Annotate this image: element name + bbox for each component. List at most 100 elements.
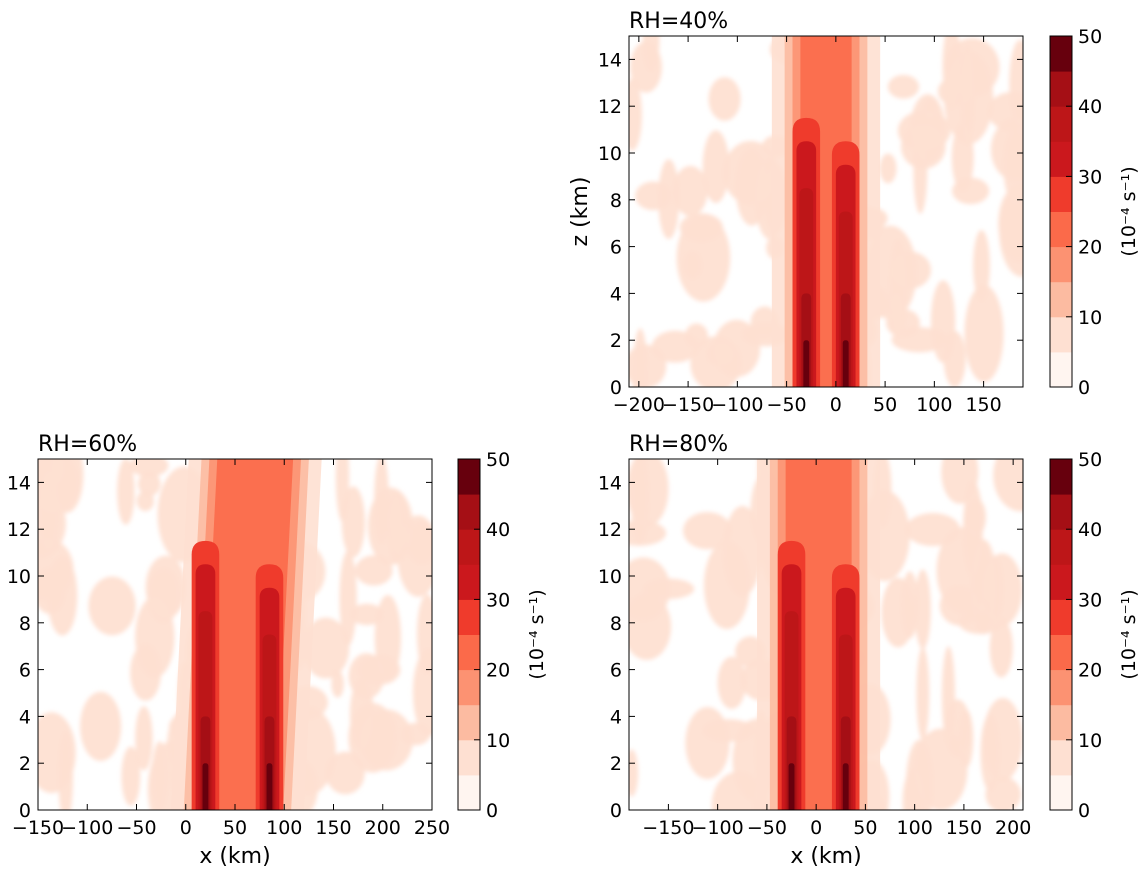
contour-patch <box>349 678 374 751</box>
contour-patch <box>941 459 979 504</box>
y-tick-label: 0 <box>610 377 622 399</box>
contour-patch <box>676 214 731 302</box>
y-tick-label: 6 <box>19 660 31 682</box>
contour-patch <box>629 459 669 527</box>
colorbar-band <box>1050 246 1072 283</box>
contour-patch <box>658 159 680 240</box>
x-tick-label: 0 <box>180 817 192 839</box>
colorbar-band <box>1050 739 1072 776</box>
contour-patch <box>630 41 663 93</box>
contour-patch <box>936 527 992 614</box>
x-tick-label: −100 <box>692 817 744 839</box>
contour-level-45 <box>788 763 795 810</box>
y-tick-label: 10 <box>598 566 622 588</box>
contour-level-45 <box>266 763 273 810</box>
colorbar-tick-label: 10 <box>1078 730 1102 752</box>
y-tick-label: 6 <box>610 237 622 259</box>
panel-title: RH=80% <box>629 432 728 457</box>
colorbar-tick-label: 0 <box>1078 377 1090 399</box>
y-tick-label: 2 <box>19 753 31 775</box>
envelope <box>771 36 881 387</box>
contour-patch <box>121 746 141 806</box>
contour-patch <box>331 670 344 698</box>
contour-patch <box>905 739 934 810</box>
colorbar-tick-label: 10 <box>486 730 510 752</box>
contour-patch <box>943 51 994 145</box>
contour-patch <box>136 490 155 512</box>
ticks: −150−100 −50 0 50 100 150 200 0 2 4 6 8 10 12 14 <box>598 459 1031 839</box>
colorbar-band <box>1050 281 1072 318</box>
colorbar-label: (10⁻⁴ s⁻¹) <box>1118 589 1140 679</box>
colorbar-band <box>458 704 480 741</box>
colorbar-band <box>1050 71 1072 107</box>
y-tick-label: 8 <box>610 613 622 635</box>
y-tick-label: 12 <box>598 519 622 541</box>
y-tick-label: 0 <box>610 800 622 822</box>
contour-patch <box>47 555 78 636</box>
panel-3: −150−100 −50 0 50 100 150 20002468101214RH=80%… <box>598 432 1140 869</box>
envelope <box>757 459 881 810</box>
x-tick-label: 50 <box>873 394 897 416</box>
colorbar-band <box>1050 106 1072 142</box>
contour-patch <box>685 706 730 780</box>
colorbar-tick-label: 30 <box>1078 166 1102 188</box>
colorbar-band <box>1050 529 1072 565</box>
x-tick-label: 200 <box>995 817 1031 839</box>
colorbar-band <box>458 564 480 600</box>
colorbar-band <box>1050 36 1072 72</box>
contour-patch <box>38 712 76 794</box>
colorbar-tick-label: 50 <box>486 449 510 471</box>
colorbar-label: (10⁻⁴ s⁻¹) <box>1118 166 1140 256</box>
contour-patch <box>916 646 930 741</box>
contour-patch <box>945 699 971 757</box>
y-tick-label: 14 <box>7 472 31 494</box>
contour-patch <box>325 751 365 795</box>
colorbar-tick-label: 20 <box>1078 237 1102 259</box>
x-tick-label: −100 <box>711 394 763 416</box>
contour-patch <box>989 618 1013 678</box>
contour-patch <box>913 125 928 214</box>
x-tick-label: −150 <box>12 817 64 839</box>
colorbar-tick-label: 0 <box>486 800 498 822</box>
x-axis-label: x (km) <box>199 844 270 869</box>
colorbar-tick-label: 30 <box>1078 589 1102 611</box>
contour-patch <box>951 123 974 192</box>
contour-level-45 <box>842 340 849 387</box>
colorbar-band <box>1050 316 1072 353</box>
colorbar-tick-label: 50 <box>1078 449 1102 471</box>
colorbar-frame <box>457 458 481 811</box>
contour-patch <box>629 520 667 546</box>
y-tick-label: 8 <box>610 190 622 212</box>
contour-patch <box>914 569 931 649</box>
colorbar: 0 10 20 30 40 50 (10⁻⁴ s⁻¹) <box>457 449 548 822</box>
y-tick-label: 10 <box>7 566 31 588</box>
x-tick-label: 50 <box>853 817 877 839</box>
y-tick-label: 12 <box>598 96 622 118</box>
contour-patch <box>988 92 1023 132</box>
contour-patch <box>651 330 699 363</box>
x-tick-label: 50 <box>223 817 247 839</box>
panel-1: −200−150−100 −50 0 50 100 15002468101214RH=40… <box>568 9 1140 416</box>
y-tick-label: 8 <box>19 613 31 635</box>
x-tick-label: −150 <box>662 394 714 416</box>
colorbar-band <box>1050 211 1072 248</box>
contour-patch <box>702 130 730 203</box>
contour-patch <box>723 140 779 205</box>
colorbar-band <box>458 634 480 671</box>
y-tick-label: 10 <box>598 143 622 165</box>
contour-patch <box>412 648 432 737</box>
contour-patch <box>901 571 919 639</box>
contour-patch <box>958 610 1003 635</box>
colorbar-band <box>458 739 480 776</box>
y-tick-label: 4 <box>19 706 31 728</box>
contour-patch <box>339 550 357 646</box>
contour-patch <box>350 603 384 626</box>
contour-patch <box>374 459 389 545</box>
axes-frame <box>628 458 1024 811</box>
contour-field <box>629 36 1023 387</box>
ticks: −150−100 −50 0 50 100 150 200 250 0 2 4 6 8 10 12 14 <box>7 459 450 839</box>
contour-level-45 <box>202 763 209 810</box>
core-columns <box>777 540 860 810</box>
colorbar-band <box>1050 564 1072 600</box>
